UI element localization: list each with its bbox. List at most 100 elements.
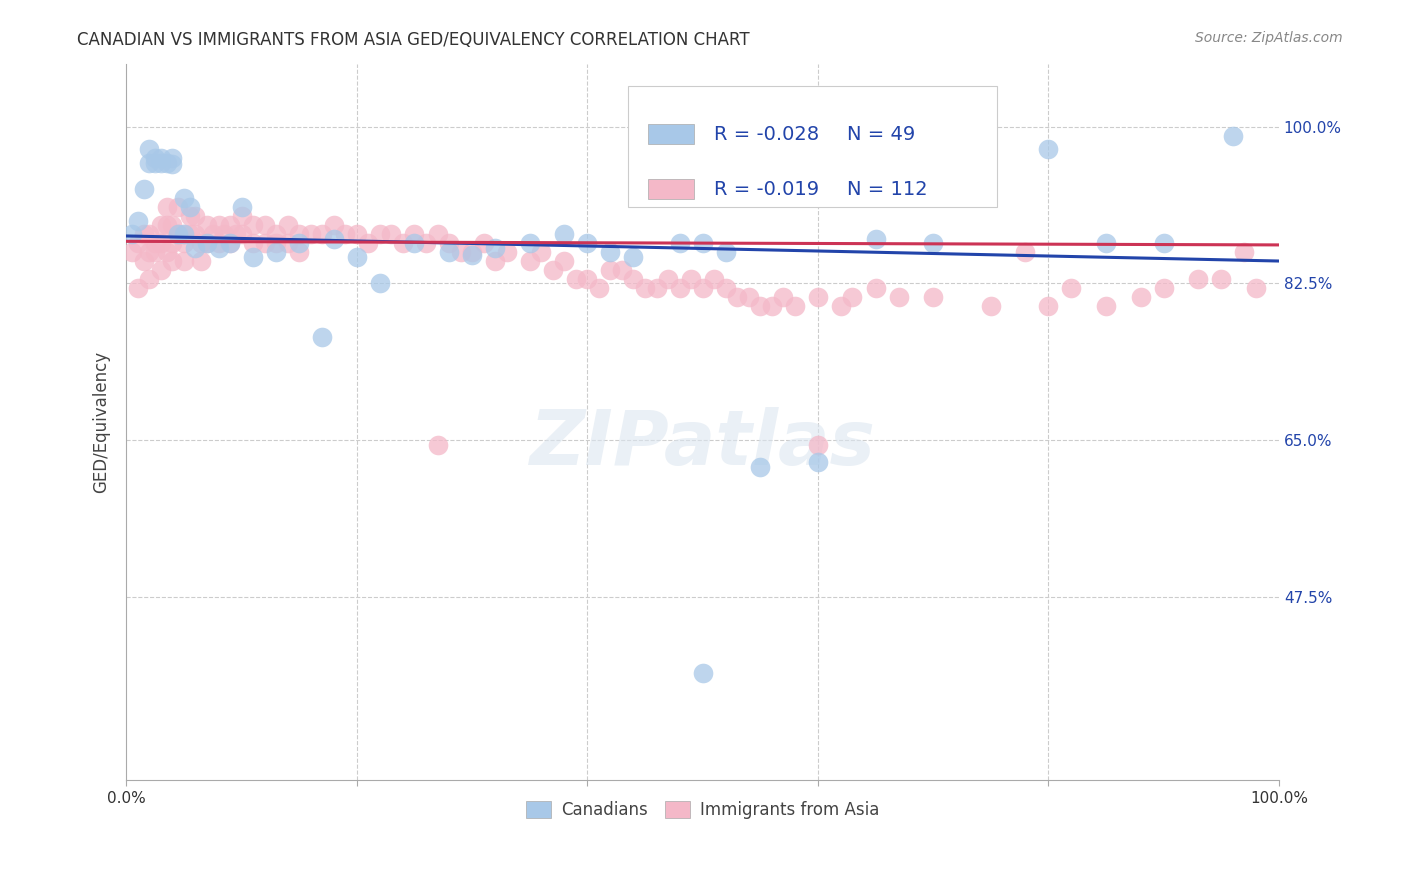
Point — [121, 227, 143, 242]
Point — [264, 227, 287, 242]
Text: R = -0.019: R = -0.019 — [714, 179, 820, 199]
Point — [484, 254, 506, 268]
Point — [714, 245, 737, 260]
Point — [149, 236, 172, 251]
Point — [749, 459, 772, 474]
Point — [149, 218, 172, 232]
Point — [264, 236, 287, 251]
Point — [599, 245, 621, 260]
Point — [541, 263, 564, 277]
Point — [184, 241, 207, 255]
Point — [426, 227, 449, 242]
Point — [156, 245, 179, 260]
Point — [162, 218, 184, 232]
Point — [1153, 236, 1175, 251]
Point — [553, 254, 575, 268]
Point — [322, 232, 344, 246]
FancyBboxPatch shape — [648, 179, 693, 199]
Point — [830, 299, 852, 313]
Point — [1095, 236, 1118, 251]
Point — [922, 236, 945, 251]
Point — [190, 254, 212, 268]
Point — [783, 299, 806, 313]
Point — [610, 263, 633, 277]
Point — [132, 227, 155, 242]
Point — [426, 437, 449, 451]
Point — [692, 236, 714, 251]
Point — [288, 227, 311, 242]
Point — [1060, 281, 1083, 295]
FancyBboxPatch shape — [627, 86, 997, 207]
Point — [190, 236, 212, 251]
Text: CANADIAN VS IMMIGRANTS FROM ASIA GED/EQUIVALENCY CORRELATION CHART: CANADIAN VS IMMIGRANTS FROM ASIA GED/EQU… — [77, 31, 749, 49]
Point — [1038, 299, 1060, 313]
Point — [1244, 281, 1267, 295]
Point — [865, 281, 887, 295]
Point — [922, 290, 945, 304]
Point — [657, 272, 679, 286]
Point — [772, 290, 794, 304]
Point — [149, 155, 172, 169]
Point — [1211, 272, 1233, 286]
Point — [1129, 290, 1152, 304]
Point — [242, 236, 264, 251]
Point — [231, 209, 253, 223]
Point — [127, 213, 149, 227]
Point — [143, 155, 166, 169]
Point — [173, 236, 195, 251]
Point — [242, 218, 264, 232]
Point — [668, 281, 690, 295]
Point — [450, 245, 472, 260]
Point — [668, 236, 690, 251]
Point — [219, 236, 242, 251]
Point — [565, 272, 588, 286]
Point — [277, 236, 299, 251]
Point — [162, 236, 184, 251]
Point — [288, 236, 311, 251]
Point — [761, 299, 783, 313]
Point — [179, 227, 201, 242]
Point — [681, 272, 703, 286]
Point — [357, 236, 380, 251]
Point — [588, 281, 610, 295]
Point — [207, 236, 229, 251]
Point — [945, 128, 967, 143]
Point — [738, 290, 761, 304]
Point — [242, 250, 264, 264]
Point — [1153, 281, 1175, 295]
Point — [179, 200, 201, 214]
Point — [253, 236, 276, 251]
Point — [472, 236, 495, 251]
Point — [207, 241, 229, 255]
Point — [368, 227, 391, 242]
Point — [156, 200, 179, 214]
Point — [143, 245, 166, 260]
Point — [299, 227, 322, 242]
Point — [277, 218, 299, 232]
Point — [1233, 245, 1256, 260]
Point — [865, 232, 887, 246]
Point — [1222, 128, 1244, 143]
Point — [132, 182, 155, 196]
Point — [167, 200, 190, 214]
Point — [692, 665, 714, 680]
Point — [703, 272, 725, 286]
Legend: Canadians, Immigrants from Asia: Canadians, Immigrants from Asia — [520, 794, 886, 826]
Point — [121, 245, 143, 260]
Point — [380, 227, 402, 242]
FancyBboxPatch shape — [648, 124, 693, 145]
Point — [127, 281, 149, 295]
Point — [162, 157, 184, 171]
Point — [184, 209, 207, 223]
Point — [231, 200, 253, 214]
Point — [311, 330, 333, 344]
Point — [530, 245, 553, 260]
Point — [225, 227, 247, 242]
Point — [201, 227, 224, 242]
Point — [437, 236, 460, 251]
Point — [749, 299, 772, 313]
Point — [392, 236, 415, 251]
Point — [437, 245, 460, 260]
Point — [173, 227, 195, 242]
Point — [253, 218, 276, 232]
